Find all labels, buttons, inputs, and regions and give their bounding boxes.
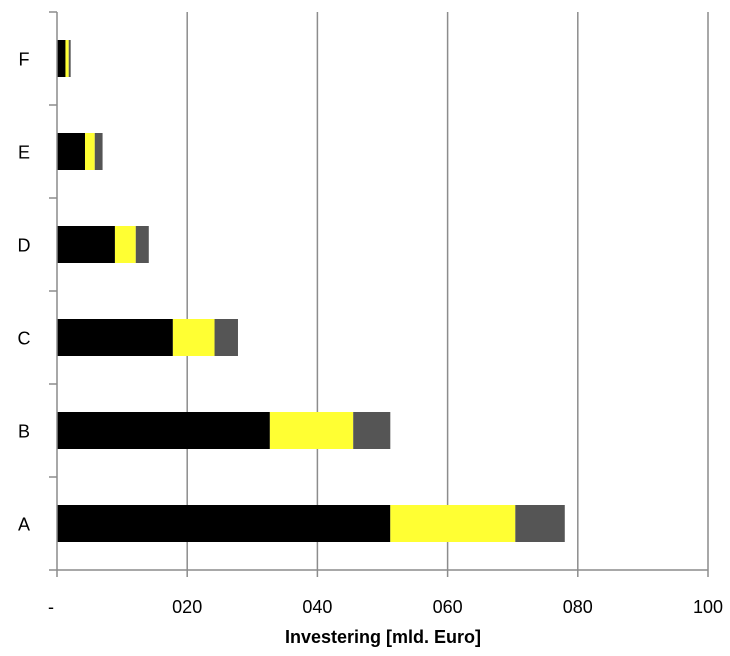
bar-D-segment-3	[135, 226, 149, 263]
x-tick-label-2: 040	[302, 597, 332, 617]
category-label-C: C	[18, 329, 31, 349]
bar-F-segment-3	[68, 40, 71, 77]
category-label-F: F	[19, 50, 30, 70]
bar-B-segment-2	[269, 412, 354, 449]
axes	[49, 11, 709, 577]
x-axis-title: Investering [mld. Euro]	[285, 627, 481, 647]
bar-F-segment-1	[57, 40, 66, 77]
bar-E-segment-1	[57, 133, 85, 170]
bar-A-segment-2	[390, 505, 516, 542]
bar-F-segment-2	[65, 40, 69, 77]
bar-D-segment-1	[57, 226, 115, 263]
bar-C-segment-3	[214, 319, 238, 356]
x-tick-label-1: 020	[172, 597, 202, 617]
bar-B-segment-3	[353, 412, 391, 449]
bar-E-segment-3	[94, 133, 103, 170]
x-tick-label-4: 080	[563, 597, 593, 617]
x-tick-label-3: 060	[433, 597, 463, 617]
bar-D-segment-2	[114, 226, 136, 263]
labels: - 020 040 060 080 100 A B C D E F	[18, 50, 724, 618]
x-tick-label-5: 100	[693, 597, 723, 617]
x-tick-label-0: -	[48, 597, 54, 617]
gridlines	[186, 12, 709, 570]
category-label-B: B	[18, 422, 30, 442]
category-label-E: E	[18, 143, 30, 163]
category-label-D: D	[18, 236, 31, 256]
bars	[57, 40, 565, 542]
bar-C-segment-2	[172, 319, 215, 356]
bar-A-segment-1	[57, 505, 391, 542]
bar-A-segment-3	[515, 505, 565, 542]
bar-E-segment-2	[84, 133, 95, 170]
bar-B-segment-1	[57, 412, 270, 449]
bar-C-segment-1	[57, 319, 173, 356]
category-label-A: A	[18, 515, 30, 535]
